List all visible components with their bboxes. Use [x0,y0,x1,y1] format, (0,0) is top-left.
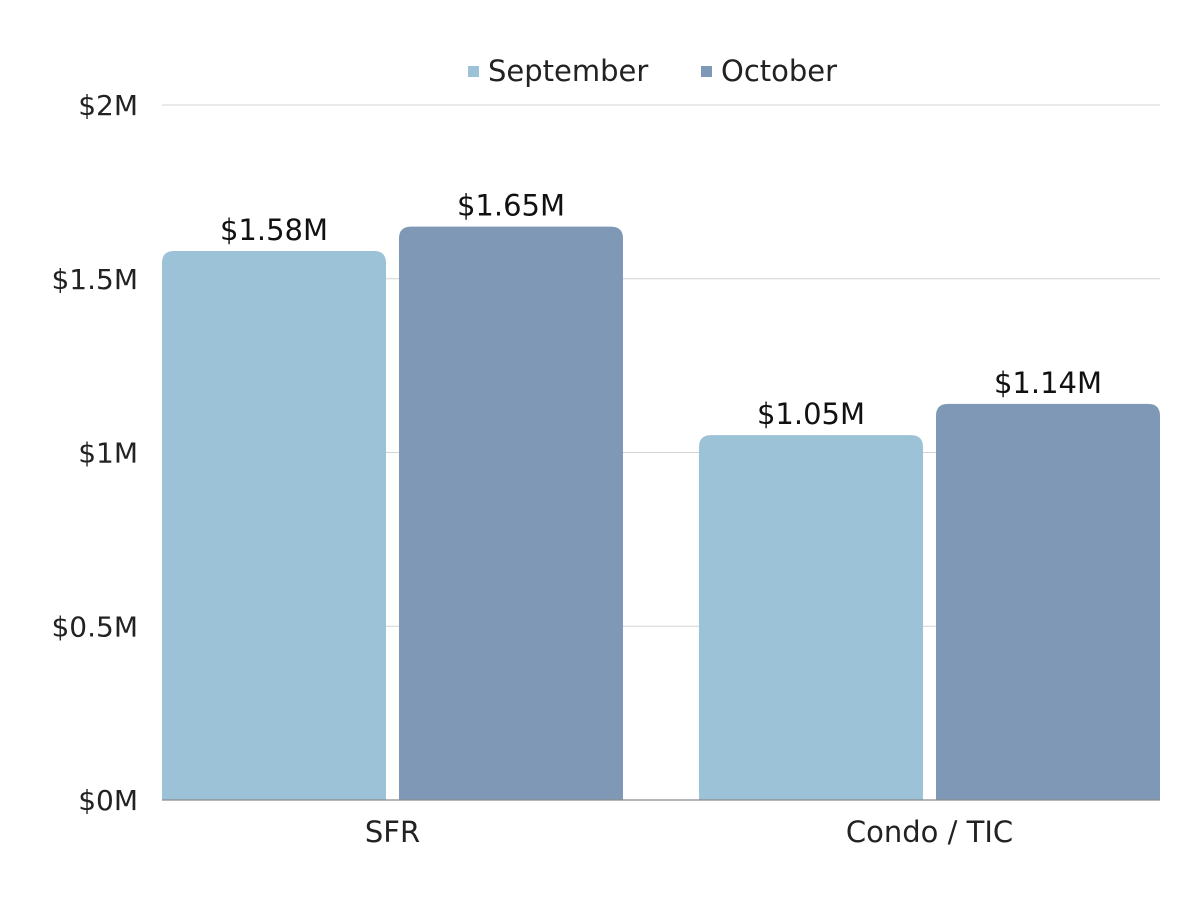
legend: September October [468,54,837,88]
legend-swatch-september [468,66,479,77]
data-labels: $1.58M $1.65M $1.05M $1.14M [220,189,1102,432]
bar-october-condo-tic [936,403,1160,800]
bar-september-condo-tic [699,435,923,800]
legend-swatch-october [701,66,712,77]
bar-september-sfr [162,250,386,800]
y-tick-label: $1.5M [51,263,138,296]
legend-label-october: October [721,54,837,88]
axes: $0M $0.5M $1M $1.5M $2M SFR Condo / TIC [51,89,1160,849]
x-category-label: Condo / TIC [846,815,1013,849]
x-category-label: SFR [365,815,420,849]
y-tick-label: $0.5M [51,610,138,643]
y-tick-label: $2M [78,89,138,122]
y-tick-label: $1M [78,437,138,470]
y-tick-label: $0M [78,784,138,817]
bars [162,226,1160,800]
data-label: $1.05M [757,397,865,431]
data-label: $1.65M [457,189,565,223]
data-label: $1.58M [220,213,328,247]
data-label: $1.14M [994,366,1102,400]
legend-label-september: September [488,54,648,88]
bar-october-sfr [399,226,623,800]
